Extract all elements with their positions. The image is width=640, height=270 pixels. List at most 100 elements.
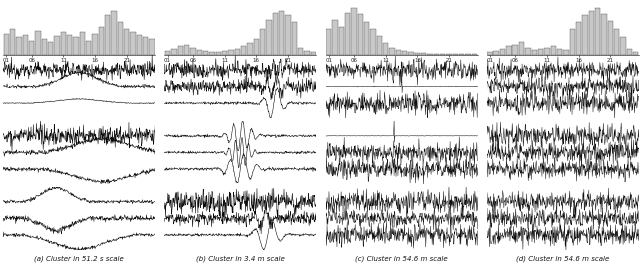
Bar — [184, 45, 189, 55]
Bar — [86, 41, 92, 55]
Bar — [428, 54, 433, 55]
Bar — [177, 46, 183, 55]
Bar — [35, 31, 41, 55]
Bar — [118, 22, 123, 55]
Bar — [209, 52, 214, 55]
Bar — [544, 48, 550, 55]
Bar — [465, 54, 471, 55]
Bar — [339, 27, 344, 55]
Text: (b) Cluster in 3.4 m scale: (b) Cluster in 3.4 m scale — [196, 255, 285, 262]
Bar — [434, 54, 439, 55]
Bar — [415, 53, 420, 55]
Bar — [298, 48, 303, 55]
Bar — [165, 51, 170, 55]
Bar — [124, 29, 129, 55]
Bar — [519, 42, 524, 55]
Bar — [310, 52, 316, 55]
Bar — [54, 36, 60, 55]
Bar — [538, 49, 543, 55]
Bar — [234, 49, 240, 55]
Bar — [364, 22, 369, 55]
Bar — [589, 11, 594, 55]
Text: (d) Cluster in 54.6 m scale: (d) Cluster in 54.6 m scale — [516, 255, 609, 262]
Bar — [633, 52, 638, 55]
Text: (a) Cluster in 51.2 s scale: (a) Cluster in 51.2 s scale — [35, 255, 124, 262]
Bar — [228, 50, 234, 55]
Bar — [131, 32, 136, 55]
Bar — [4, 34, 9, 55]
Bar — [326, 29, 332, 55]
Bar — [371, 29, 376, 55]
Bar — [627, 49, 632, 55]
Bar — [377, 36, 382, 55]
Bar — [190, 48, 196, 55]
Bar — [389, 48, 395, 55]
Text: (c) Cluster in 54.6 m scale: (c) Cluster in 54.6 m scale — [355, 255, 448, 262]
Bar — [143, 37, 148, 55]
Bar — [563, 50, 568, 55]
Bar — [253, 39, 259, 55]
Bar — [80, 32, 85, 55]
Bar — [203, 51, 208, 55]
Bar — [285, 15, 291, 55]
Bar — [531, 50, 537, 55]
Bar — [440, 54, 445, 55]
Bar — [99, 27, 104, 55]
Bar — [92, 34, 98, 55]
Bar — [332, 20, 338, 55]
Bar — [171, 49, 177, 55]
Bar — [595, 8, 600, 55]
Bar — [279, 11, 284, 55]
Bar — [396, 50, 401, 55]
Bar — [216, 52, 221, 55]
Bar — [149, 39, 155, 55]
Bar — [582, 15, 588, 55]
Bar — [421, 53, 426, 55]
Bar — [487, 52, 493, 55]
Bar — [241, 46, 246, 55]
Bar — [292, 22, 297, 55]
Bar — [472, 54, 477, 55]
Bar — [29, 41, 35, 55]
Bar — [620, 37, 625, 55]
Bar — [304, 51, 310, 55]
Bar — [500, 49, 505, 55]
Bar — [513, 45, 518, 55]
Bar — [137, 35, 142, 55]
Bar — [345, 13, 350, 55]
Bar — [247, 43, 253, 55]
Bar — [607, 21, 613, 55]
Bar — [557, 49, 562, 55]
Bar — [266, 20, 271, 55]
Bar — [105, 15, 111, 55]
Bar — [61, 32, 66, 55]
Bar — [576, 22, 581, 55]
Bar — [42, 39, 47, 55]
Bar — [351, 8, 356, 55]
Bar — [48, 42, 53, 55]
Bar — [506, 46, 511, 55]
Bar — [67, 35, 72, 55]
Bar — [570, 29, 575, 55]
Bar — [550, 46, 556, 55]
Bar — [402, 51, 408, 55]
Bar — [383, 43, 388, 55]
Bar — [601, 14, 607, 55]
Bar — [222, 51, 227, 55]
Bar — [22, 35, 28, 55]
Bar — [358, 14, 363, 55]
Bar — [196, 50, 202, 55]
Bar — [273, 13, 278, 55]
Bar — [260, 29, 265, 55]
Bar — [111, 11, 116, 55]
Bar — [74, 37, 79, 55]
Bar — [525, 48, 531, 55]
Bar — [10, 29, 15, 55]
Bar — [493, 51, 499, 55]
Bar — [17, 37, 22, 55]
Bar — [446, 54, 452, 55]
Bar — [459, 54, 465, 55]
Bar — [614, 29, 620, 55]
Bar — [408, 52, 413, 55]
Bar — [452, 54, 458, 55]
